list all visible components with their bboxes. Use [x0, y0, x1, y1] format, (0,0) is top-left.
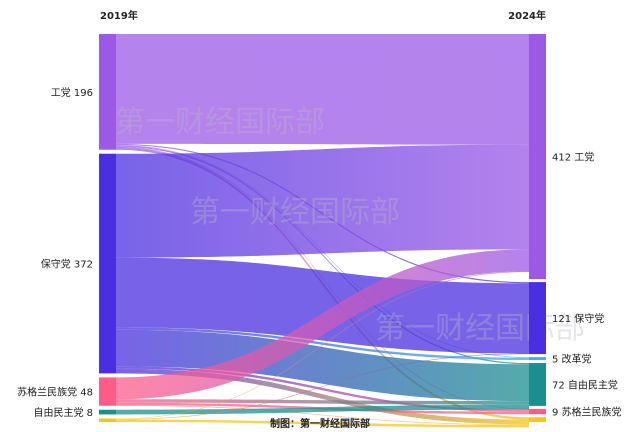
node-L_oth[interactable]	[99, 418, 116, 422]
node-R_ref[interactable]	[529, 357, 546, 361]
node-label-R_ld: 72 自由民主党	[552, 378, 618, 391]
node-R_snp[interactable]	[529, 408, 546, 415]
node-label-L_ld: 自由民主党 8	[33, 406, 93, 419]
labels-layer: 工党 196 保守党 372 苏格兰民族党 48 自由民主党 8 412 工党 121 保…	[17, 86, 621, 419]
node-L_lab[interactable]	[99, 34, 116, 150]
flow-L_oth-to-R_oth[interactable]	[116, 419, 529, 428]
flow-L_con-to-R_ref[interactable]	[116, 327, 529, 361]
node-label-L_snp: 苏格兰民族党 48	[17, 386, 93, 399]
flow-L_oth-to-R_lab[interactable]	[116, 271, 529, 420]
flow-L_con-to-R_lab[interactable]	[116, 144, 529, 258]
node-L_con[interactable]	[99, 153, 116, 374]
watermark-text: 第一财经国际部	[115, 105, 325, 140]
flow-L_snp-to-R_oth[interactable]	[116, 405, 529, 425]
node-R_lab[interactable]	[529, 34, 546, 280]
flow-L_lab-to-R_ld[interactable]	[116, 145, 529, 365]
flow-L_ld-to-R_ld[interactable]	[116, 404, 529, 415]
flow-L_con-to-R_oth[interactable]	[116, 368, 529, 425]
node-R_oth[interactable]	[529, 417, 546, 422]
node-label-L_con: 保守党 372	[41, 258, 93, 271]
node-label-R_con: 121 保守党	[552, 312, 604, 325]
flow-L_lab-to-R_lab[interactable]	[116, 34, 529, 145]
chart-credit: 制图：第一财经国际部	[270, 417, 370, 430]
node-R_ld[interactable]	[529, 363, 546, 406]
flow-L_con-to-R_snp[interactable]	[116, 366, 529, 412]
nodes-layer	[99, 34, 546, 422]
watermark-text: 第一财经国际部	[375, 311, 585, 346]
watermark-layer: 第一财经国际部 第一财经国际部 第一财经国际部	[115, 105, 585, 346]
node-L_snp[interactable]	[99, 377, 116, 406]
node-label-R_lab: 412 工党	[552, 151, 594, 164]
node-label-L_lab: 工党 196	[51, 86, 93, 99]
flow-L_snp-to-R_lab[interactable]	[116, 249, 529, 400]
flows-layer	[116, 34, 529, 428]
flow-L_snp-to-R_ld[interactable]	[116, 399, 529, 405]
node-label-R_snp: 9 苏格兰民族党	[552, 406, 622, 419]
node-label-R_ref: 5 改革党	[552, 353, 592, 366]
flow-L_oth-to-R_con[interactable]	[116, 353, 529, 420]
node-R_con[interactable]	[529, 282, 546, 355]
right-year-label: 2024年	[508, 9, 546, 22]
flow-L_con-to-R_ld[interactable]	[116, 329, 529, 402]
watermark-text: 第一财经国际部	[190, 195, 400, 230]
node-L_ld[interactable]	[99, 409, 116, 415]
left-year-label: 2019年	[100, 9, 138, 22]
